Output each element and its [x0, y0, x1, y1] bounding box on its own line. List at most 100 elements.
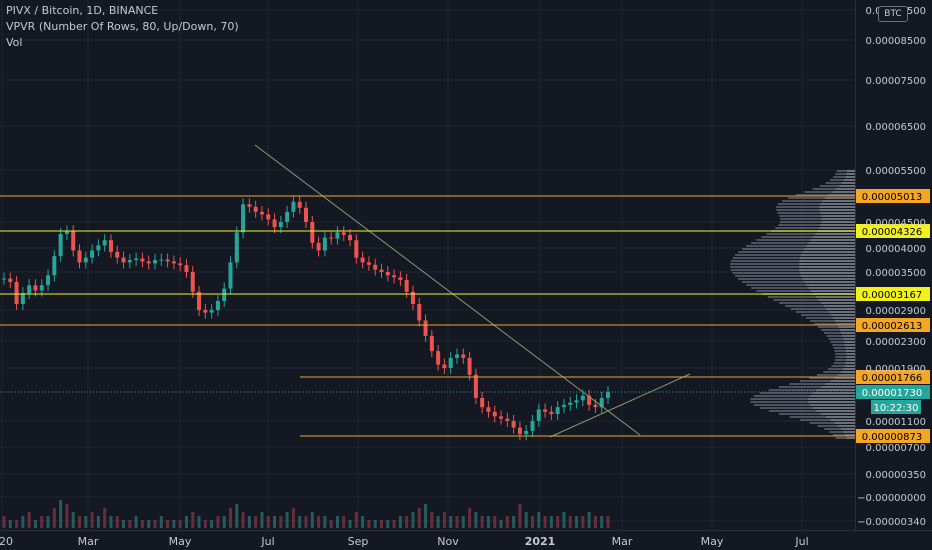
vpvr-bar-down — [840, 371, 855, 373]
vpvr-bar-up — [751, 287, 809, 289]
vpvr-bar-up — [812, 188, 836, 190]
vpvr-bar-up — [831, 365, 845, 367]
candle — [215, 301, 220, 310]
candle — [555, 407, 560, 415]
volume-bar — [562, 512, 566, 528]
volume-bar — [128, 520, 132, 528]
level-price-label-bg — [856, 429, 930, 443]
candle — [14, 281, 19, 305]
vpvr-bar-down — [844, 365, 855, 367]
volume-bar — [153, 520, 157, 528]
candle — [341, 232, 346, 235]
vpvr-bar-down — [802, 251, 855, 253]
volume-bar — [568, 516, 572, 528]
candle — [442, 364, 447, 368]
vpvr-bar-down — [843, 179, 855, 181]
vpvr-bar-down — [844, 341, 855, 343]
time-axis-label: Sep — [348, 535, 369, 548]
vpvr-bar-up — [789, 416, 826, 418]
volume-bar — [84, 516, 88, 528]
vpvr-bar-down — [812, 392, 855, 394]
vpvr-bar-up — [760, 407, 813, 409]
vpvr-bar-up — [746, 284, 807, 286]
candle — [52, 256, 57, 276]
vpvr-bar-down — [816, 389, 855, 391]
symbol-title[interactable]: PIVX / Bitcoin, 1D, BINANCE — [6, 4, 159, 17]
vpvr-indicator-label[interactable]: VPVR (Number Of Rows, 80, Up/Down, 70) — [6, 20, 239, 33]
vpvr-bar-down — [832, 317, 855, 319]
vpvr-bar-up — [780, 218, 822, 220]
candle — [209, 310, 214, 313]
vpvr-bar-down — [821, 218, 855, 220]
vpvr-bar-up — [790, 308, 827, 310]
vpvr-bar-down — [834, 320, 855, 322]
vpvr-bar-down — [843, 338, 855, 340]
volume-bar — [109, 516, 113, 528]
vpvr-bar-up — [756, 239, 811, 241]
vpvr-bar-up — [810, 320, 835, 322]
volume-bar — [216, 516, 220, 528]
volume-bar — [600, 516, 604, 528]
candle — [291, 201, 296, 212]
volume-bar — [210, 520, 214, 528]
volume-bar — [392, 520, 396, 528]
vpvr-bar-up — [753, 395, 810, 397]
volume-bar — [581, 516, 585, 528]
candle — [27, 285, 32, 294]
price-axis-tick: 0.00006500 — [866, 122, 926, 133]
vpvr-bar-down — [808, 287, 855, 289]
vpvr-bar-down — [828, 194, 855, 196]
candle — [33, 285, 38, 291]
level-price-label: 0.00003167 — [862, 290, 922, 301]
volume-indicator-label[interactable]: Vol — [6, 36, 23, 49]
candle — [247, 204, 252, 207]
vpvr-bar-down — [836, 323, 855, 325]
last-price-label-bg — [856, 385, 930, 399]
vpvr-bar-down — [804, 281, 855, 283]
vpvr-bar-up — [779, 215, 821, 217]
vpvr-bar-down — [820, 203, 855, 205]
vpvr-bar-up — [824, 332, 842, 334]
candle — [121, 257, 126, 263]
candle — [568, 402, 573, 405]
volume-bar — [191, 512, 195, 528]
vpvr-bar-down — [828, 311, 855, 313]
price-axis-tick: 0.00004500 — [866, 218, 926, 229]
vpvr-bar-down — [806, 284, 855, 286]
candle — [379, 269, 384, 272]
volume-bar — [405, 516, 409, 528]
volume-bar — [147, 520, 151, 528]
vpvr-bar-down — [807, 398, 855, 400]
vpvr-bar-down — [825, 416, 855, 418]
candle — [90, 250, 95, 258]
volume-bar — [486, 516, 490, 528]
vpvr-bar-up — [835, 437, 847, 439]
candle — [153, 260, 157, 264]
vpvr-bar-down — [845, 362, 855, 364]
volume-bar — [386, 520, 390, 528]
volume-bar — [40, 516, 44, 528]
volume-bar — [304, 516, 308, 528]
vpvr-bar-up — [777, 203, 821, 205]
candle — [64, 231, 69, 234]
vpvr-bar-down — [798, 266, 855, 268]
candle — [83, 257, 88, 263]
volume-bar — [122, 520, 126, 528]
currency-button[interactable]: BTC — [878, 6, 908, 22]
price-axis-tick: 0.00007500 — [866, 76, 926, 87]
volume-bar — [543, 516, 547, 528]
vpvr-bar-down — [820, 215, 855, 217]
candle — [266, 214, 271, 220]
candle — [297, 201, 302, 208]
vpvr-bar-down — [846, 437, 855, 439]
vpvr-bar-down — [799, 260, 855, 262]
candle — [499, 416, 504, 419]
volume-bar — [52, 508, 56, 528]
trendline — [254, 144, 641, 436]
time-axis-label: 2021 — [525, 535, 556, 548]
candle — [436, 351, 441, 365]
volume-bar — [354, 512, 358, 528]
vpvr-bar-up — [778, 224, 821, 226]
